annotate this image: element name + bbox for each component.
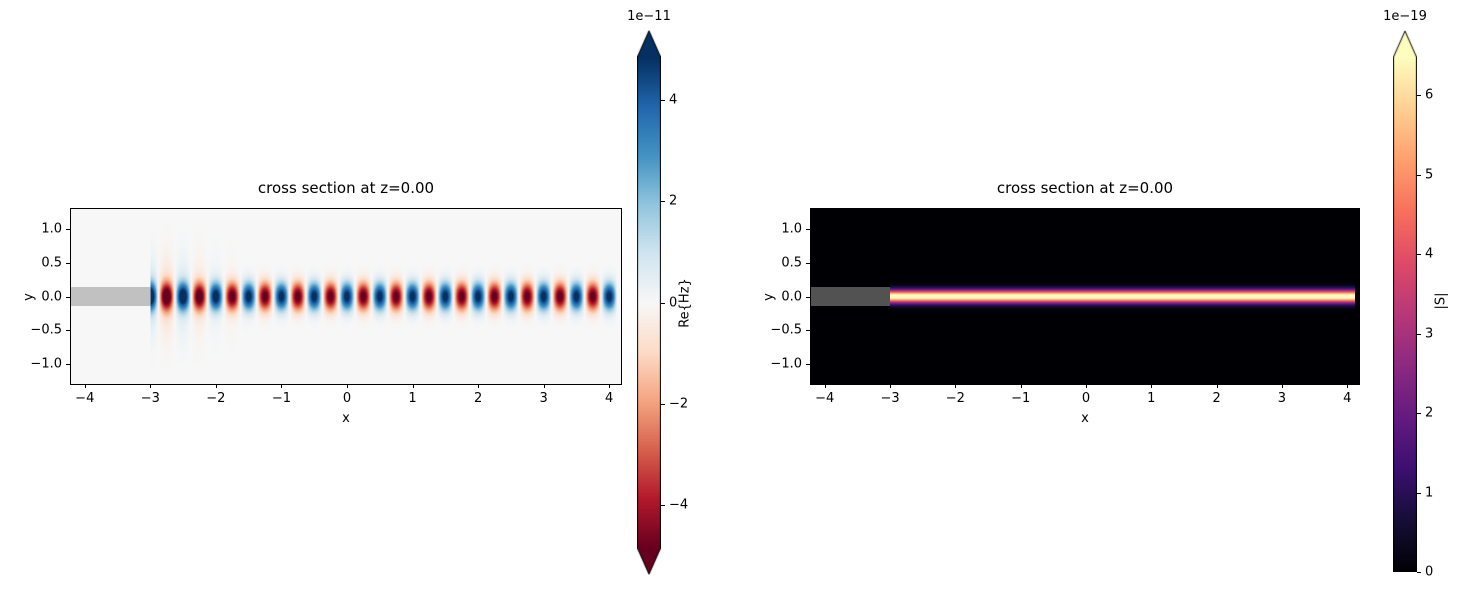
colorbar-tick-label: −2	[669, 396, 689, 412]
x-tick-label: 4	[605, 391, 614, 406]
colorbar-tick-label: 0	[1425, 564, 1434, 580]
x-tick-label: −4	[75, 391, 95, 406]
x-tick-mark	[543, 384, 545, 388]
colorbar-tick-mark	[1417, 174, 1421, 176]
y-tick-label: −1.0	[30, 356, 62, 372]
y-tick-mark	[66, 296, 70, 298]
colorbar-tick-mark	[1417, 492, 1421, 494]
s-mag-colorbar-label: |S|	[1433, 292, 1449, 310]
s-mag-colorbar-offset-text: 1e−19	[1383, 9, 1427, 24]
x-tick-mark	[890, 384, 892, 388]
colorbar-tick-mark	[1417, 254, 1421, 256]
x-tick-label: −1	[271, 391, 292, 406]
colorbar-tick-label: 2	[1425, 405, 1434, 421]
x-tick-mark	[609, 384, 611, 388]
re-hz-colorbar-gradient	[637, 30, 661, 575]
re-hz-y-axis-label: y	[21, 292, 37, 301]
s-mag-colorbar: 1e−19 |S| 0 1 2 3 4 5 6	[1383, 9, 1448, 579]
y-tick-label: 0.0	[781, 289, 802, 304]
re-hz-plot-title: cross section at z=0.00	[257, 179, 435, 197]
y-tick-mark	[66, 228, 70, 230]
colorbar-tick-label: 0	[669, 295, 678, 310]
re-hz-x-axis-label: x	[342, 411, 350, 426]
s-mag-x-axis-label: x	[1081, 411, 1089, 426]
colorbar-tick-label: 3	[1425, 326, 1434, 342]
y-tick-mark	[66, 262, 70, 264]
x-tick-label: −1	[1011, 391, 1031, 406]
y-tick-mark	[806, 364, 810, 366]
x-tick-mark	[1347, 384, 1349, 388]
y-tick-label: −0.5	[30, 322, 62, 338]
s-mag-heatmap-canvas	[811, 209, 1359, 384]
y-tick-mark	[806, 330, 810, 332]
colorbar-tick-label: 6	[1425, 87, 1434, 103]
x-tick-label: 1	[408, 391, 417, 406]
x-tick-mark	[150, 384, 152, 388]
x-tick-label: 3	[1277, 391, 1287, 406]
x-tick-label: 0	[342, 391, 352, 406]
colorbar-tick-label: 4	[669, 92, 678, 108]
colorbar-tick-mark	[661, 201, 665, 203]
re-hz-colorbar-label: Re{Hz}	[677, 277, 693, 328]
y-tick-label: 0.5	[41, 255, 62, 271]
x-tick-label: 2	[473, 391, 483, 406]
colorbar-tick-label: 1	[1425, 485, 1434, 501]
y-tick-mark	[806, 228, 810, 230]
x-tick-mark	[346, 384, 348, 388]
re-hz-heatmap-canvas	[71, 209, 621, 384]
colorbar-tick-mark	[661, 100, 665, 102]
x-tick-label: −4	[815, 391, 835, 406]
s-mag-plot-title: cross section at z=0.00	[996, 179, 1174, 197]
x-tick-mark	[824, 384, 826, 388]
x-tick-label: 4	[1343, 391, 1352, 406]
y-tick-label: −1.0	[770, 356, 802, 372]
y-tick-mark	[66, 330, 70, 332]
x-tick-mark	[1151, 384, 1153, 388]
x-tick-mark	[1216, 384, 1218, 388]
s-mag-plot-axes: cross section at z=0.00 x y −4 −3 −2 −1 0 1 2 3…	[762, 179, 1360, 426]
colorbar-tick-mark	[1417, 95, 1421, 97]
y-tick-label: 0.0	[41, 289, 62, 304]
x-tick-label: 2	[1212, 391, 1221, 406]
x-tick-mark	[412, 384, 414, 388]
colorbar-tick-mark	[1417, 572, 1421, 573]
x-tick-mark	[1281, 384, 1283, 388]
x-tick-label: −2	[945, 391, 965, 406]
x-tick-mark	[215, 384, 217, 388]
y-tick-label: 0.5	[781, 255, 802, 271]
y-tick-label: 1.0	[781, 221, 802, 237]
x-tick-mark	[955, 384, 957, 388]
colorbar-tick-label: 2	[669, 193, 678, 209]
s-mag-y-axis-label: y	[761, 292, 777, 301]
y-tick-mark	[806, 262, 810, 264]
colorbar-tick-mark	[1417, 333, 1421, 335]
y-tick-label: 1.0	[41, 221, 62, 237]
re-hz-plot-axes: cross section at z=0.00 x y −4 −3 −2 −1 0 1 2 3…	[22, 179, 622, 426]
colorbar-tick-mark	[661, 403, 665, 405]
colorbar-tick-mark	[661, 504, 665, 506]
x-tick-mark	[1085, 384, 1087, 388]
x-tick-label: 3	[539, 391, 548, 406]
s-mag-colorbar-gradient	[1393, 30, 1417, 572]
x-tick-mark	[281, 384, 283, 388]
x-tick-label: 0	[1081, 391, 1091, 406]
x-tick-mark	[478, 384, 480, 388]
y-tick-label: −0.5	[770, 322, 802, 338]
x-tick-label: −2	[206, 391, 226, 406]
y-tick-mark	[66, 364, 70, 366]
re-hz-colorbar-offset-text: 1e−11	[627, 9, 671, 24]
x-tick-label: −3	[880, 391, 900, 406]
x-tick-label: −3	[140, 391, 160, 406]
re-hz-colorbar: 1e−11 Re{Hz} 4 2 0 −2 −4	[627, 9, 693, 575]
colorbar-tick-label: 5	[1425, 167, 1434, 183]
colorbar-tick-mark	[1417, 413, 1421, 415]
colorbar-tick-mark	[661, 302, 665, 304]
y-tick-mark	[806, 296, 810, 298]
colorbar-tick-label: −4	[669, 497, 689, 513]
x-tick-mark	[1020, 384, 1022, 388]
x-tick-mark	[84, 384, 86, 388]
x-tick-label: 1	[1147, 391, 1156, 406]
colorbar-tick-label: 4	[1425, 246, 1434, 262]
